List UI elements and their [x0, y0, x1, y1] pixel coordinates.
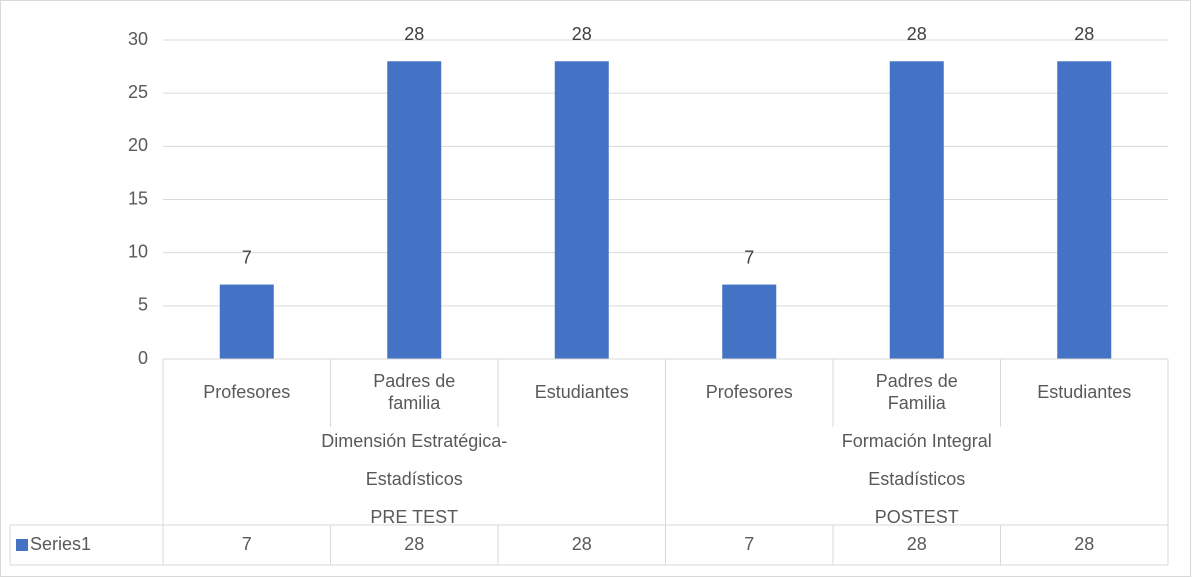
x-tick-label: Profesores: [203, 382, 290, 402]
group-label: Dimensión Estratégica-: [321, 431, 507, 451]
group-label: PRE TEST: [370, 507, 458, 527]
table-value: 28: [1074, 534, 1094, 554]
x-tick-label: Familia: [888, 393, 947, 413]
bar: [387, 61, 442, 360]
data-label: 28: [404, 24, 424, 44]
data-label: 7: [242, 247, 252, 267]
table-row: [9, 524, 1169, 566]
y-tick-label: 0: [138, 348, 148, 368]
table-value: 7: [744, 534, 754, 554]
x-tick-label: Padres de: [876, 371, 958, 391]
data-label: 28: [1074, 24, 1094, 44]
group-label: POSTEST: [875, 507, 959, 527]
y-tick-label: 20: [128, 135, 148, 155]
y-tick-label: 15: [128, 188, 148, 208]
data-label: 28: [572, 24, 592, 44]
bar: [889, 61, 944, 360]
table-value: 7: [242, 534, 252, 554]
x-tick-label: familia: [388, 393, 441, 413]
y-tick-label: 10: [128, 241, 148, 261]
data-label: 7: [744, 247, 754, 267]
table-value: 28: [404, 534, 424, 554]
table-value: 28: [572, 534, 592, 554]
bar: [722, 284, 777, 359]
y-tick-label: 30: [128, 29, 148, 49]
y-tick-label: 5: [138, 295, 148, 315]
legend-swatch: [16, 539, 28, 551]
data-label: 28: [907, 24, 927, 44]
group-label: Estadísticos: [366, 469, 463, 489]
x-tick-label: Padres de: [373, 371, 455, 391]
x-tick-label: Estudiantes: [1037, 382, 1131, 402]
legend-label: Series1: [30, 534, 91, 554]
group-label: Formación Integral: [842, 431, 992, 451]
group-label: Estadísticos: [868, 469, 965, 489]
x-tick-label: Profesores: [706, 382, 793, 402]
x-tick-label: Estudiantes: [535, 382, 629, 402]
y-tick-label: 25: [128, 82, 148, 102]
bar: [219, 284, 274, 359]
bar: [1057, 61, 1112, 360]
table-value: 28: [907, 534, 927, 554]
bar: [554, 61, 609, 360]
